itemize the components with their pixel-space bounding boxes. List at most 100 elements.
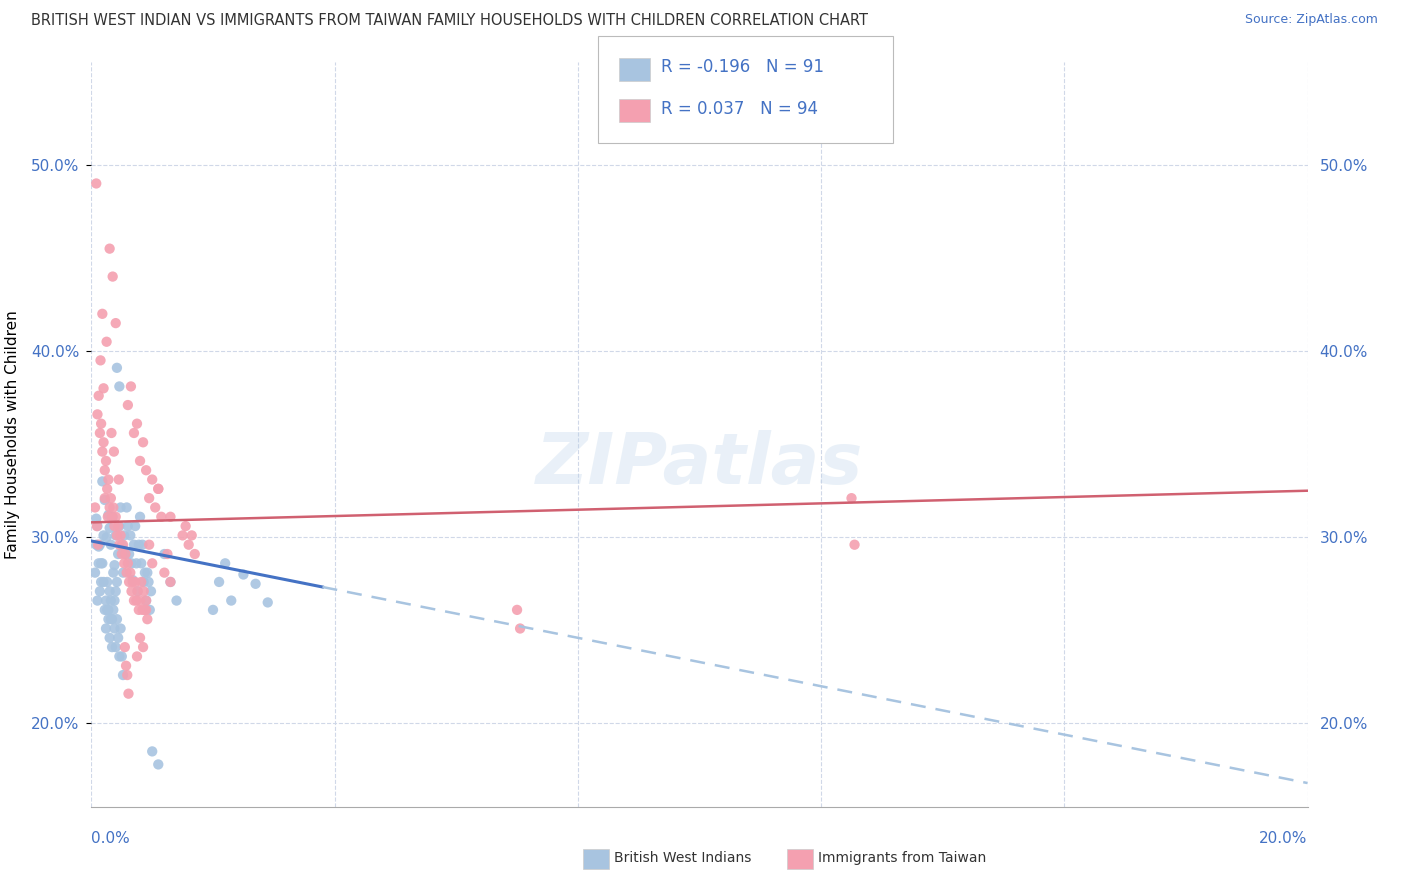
Text: R = -0.196   N = 91: R = -0.196 N = 91	[661, 58, 824, 76]
Point	[129, 509, 152, 524]
Point	[129, 593, 152, 607]
Point	[108, 379, 131, 393]
Point	[125, 593, 148, 607]
Point	[136, 566, 159, 580]
Point	[110, 500, 132, 515]
Point	[129, 574, 152, 589]
Point	[112, 528, 135, 542]
Point	[100, 491, 122, 505]
Point	[159, 574, 181, 589]
Point	[108, 519, 131, 533]
Point	[136, 612, 159, 626]
Point	[111, 649, 134, 664]
Point	[91, 307, 114, 321]
Point	[96, 603, 118, 617]
Point	[153, 547, 176, 561]
Point	[129, 631, 152, 645]
Point	[86, 408, 108, 422]
Point	[108, 538, 131, 552]
Point	[219, 593, 242, 607]
Text: ZIPatlas: ZIPatlas	[536, 430, 863, 500]
Point	[214, 557, 236, 571]
Point	[256, 595, 278, 609]
Point	[141, 557, 163, 571]
Point	[120, 379, 142, 393]
Point	[107, 547, 129, 561]
Point	[87, 389, 110, 403]
Point	[159, 574, 181, 589]
Text: British West Indians: British West Indians	[614, 851, 752, 865]
Point	[98, 242, 121, 256]
Point	[115, 566, 138, 580]
Point	[114, 547, 136, 561]
Point	[90, 574, 112, 589]
Point	[104, 584, 127, 599]
Point	[101, 269, 124, 284]
Point	[100, 425, 122, 440]
Point	[94, 491, 117, 505]
Point	[90, 417, 112, 431]
Point	[122, 593, 145, 607]
Point	[150, 509, 173, 524]
Point	[87, 540, 110, 554]
Point	[101, 612, 124, 626]
Point	[135, 593, 157, 607]
Point	[121, 573, 143, 587]
Point	[121, 574, 143, 589]
Point	[97, 473, 120, 487]
Point	[103, 444, 125, 458]
Point	[114, 640, 136, 654]
Point	[180, 528, 202, 542]
Point	[125, 417, 148, 431]
Point	[122, 425, 145, 440]
Point	[93, 574, 115, 589]
Point	[153, 566, 176, 580]
Point	[121, 584, 143, 599]
Point	[124, 519, 146, 533]
Point	[174, 519, 197, 533]
Point	[96, 530, 118, 544]
Point	[108, 649, 131, 664]
Point	[103, 622, 125, 636]
Point	[97, 509, 120, 524]
Point	[141, 473, 163, 487]
Point	[131, 538, 153, 552]
Point	[118, 574, 141, 589]
Point	[93, 435, 115, 450]
Point	[129, 454, 152, 468]
Point	[138, 491, 160, 505]
Point	[111, 566, 134, 580]
Point	[86, 519, 108, 533]
Point	[159, 509, 181, 524]
Point	[202, 603, 225, 617]
Point	[148, 757, 170, 772]
Point	[84, 511, 107, 525]
Point	[115, 658, 138, 673]
Point	[184, 547, 207, 561]
Point	[100, 538, 122, 552]
Point	[89, 353, 111, 368]
Point	[111, 538, 134, 552]
Point	[111, 547, 134, 561]
Point	[111, 538, 134, 552]
Point	[105, 528, 128, 542]
Point	[98, 631, 121, 645]
Point	[101, 640, 124, 654]
Point	[245, 577, 267, 591]
Point	[91, 475, 114, 489]
Point	[97, 612, 120, 626]
Point	[98, 584, 121, 599]
Point	[93, 381, 115, 395]
Point	[127, 584, 149, 599]
Text: Source: ZipAtlas.com: Source: ZipAtlas.com	[1244, 13, 1378, 27]
Point	[104, 316, 127, 330]
Point	[107, 473, 129, 487]
Point	[156, 547, 179, 561]
Point	[96, 334, 118, 349]
Point	[122, 538, 145, 552]
Point	[100, 593, 122, 607]
Point	[107, 631, 129, 645]
Point	[103, 593, 125, 607]
Point	[120, 528, 142, 542]
Point	[103, 519, 125, 533]
